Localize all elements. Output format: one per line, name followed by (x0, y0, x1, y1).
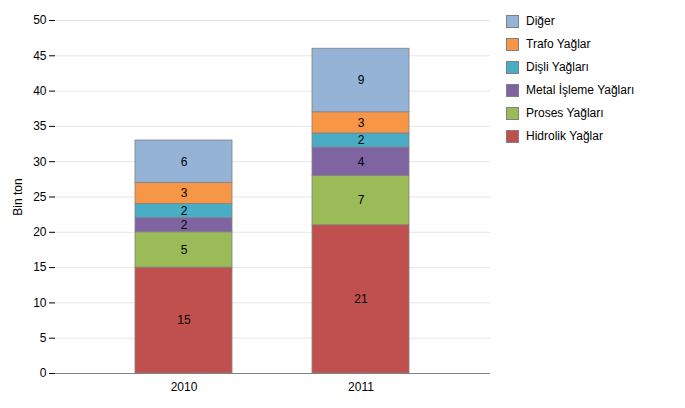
svg-text:21: 21 (354, 292, 368, 306)
svg-text:20: 20 (33, 225, 47, 239)
html-text:Metal İşleme Yağları: Metal İşleme Yağları (526, 83, 635, 97)
svg-text:4: 4 (358, 155, 365, 169)
svg-text:2011: 2011 (348, 380, 374, 394)
svg-text:50: 50 (33, 13, 47, 27)
svg-text:40: 40 (33, 84, 47, 98)
svg-text:6: 6 (181, 155, 188, 169)
svg-text:3: 3 (181, 186, 188, 200)
svg-text:5: 5 (181, 243, 188, 257)
svg-text:45: 45 (33, 49, 47, 63)
svg-text:25: 25 (33, 190, 47, 204)
svg-text:7: 7 (358, 193, 365, 207)
svg-text:5: 5 (40, 331, 47, 345)
svg-text:15: 15 (177, 313, 191, 327)
svg-text:0: 0 (40, 366, 47, 380)
html-text:Proses Yağları: Proses Yağları (526, 106, 604, 120)
svg-text:35: 35 (33, 119, 47, 133)
svg-text:3: 3 (358, 116, 365, 130)
svg-text:Bin ton: Bin ton (11, 178, 25, 215)
html-text:Hidrolik Yağlar: Hidrolik Yağlar (526, 129, 603, 143)
html-text:Trafo Yağlar: Trafo Yağlar (526, 37, 591, 51)
svg-text:9: 9 (358, 73, 365, 87)
svg-text:2: 2 (358, 133, 365, 147)
svg-text:30: 30 (33, 155, 47, 169)
html-text:Dişli Yağları: Dişli Yağları (526, 60, 589, 74)
html-text:Diğer: Diğer (526, 14, 555, 28)
svg-text:2: 2 (181, 204, 188, 218)
svg-text:15: 15 (33, 260, 47, 274)
svg-text:2: 2 (181, 218, 188, 232)
svg-text:2010: 2010 (171, 380, 198, 394)
svg-text:10: 10 (33, 296, 47, 310)
